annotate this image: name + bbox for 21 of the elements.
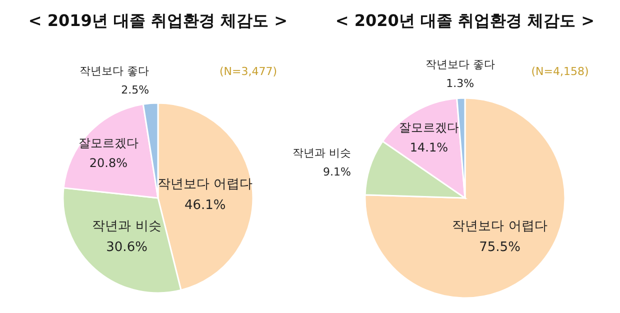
data-label: 2.5% [121, 83, 150, 96]
text: (N=3,477) [219, 65, 278, 78]
text: (N=4,158) [531, 65, 589, 78]
slice-label: 작년보다 어렵다 [452, 218, 548, 234]
data-label: 14.1% [410, 140, 448, 155]
slice-label: 작년과 비슷 [292, 146, 351, 160]
slice-label: 작년보다 어렵다 [158, 177, 253, 192]
slice-label: 작년과 비슷 [92, 218, 162, 234]
data-label: 30.6% [106, 240, 148, 255]
slice-label: 잘모르겠다 [398, 120, 459, 135]
data-label: 20.8% [89, 156, 128, 170]
slice-label: 작년보다 좋다 [425, 58, 495, 72]
pie-slice [364, 97, 566, 299]
data-label: 75.5% [479, 240, 520, 255]
slice-label: 작년보다 좋다 [80, 64, 150, 78]
data-label: 1.3% [446, 77, 474, 90]
data-label: 9.1% [323, 166, 351, 179]
chart-title: < 2020년 대졸 취업환경 체감도 > [335, 11, 595, 30]
data-label: 46.1% [184, 198, 226, 214]
chart-title: < 2019년 대졸 취업환경 체감도 > [28, 11, 288, 30]
slice-label: 잘모르겠다 [78, 136, 138, 150]
